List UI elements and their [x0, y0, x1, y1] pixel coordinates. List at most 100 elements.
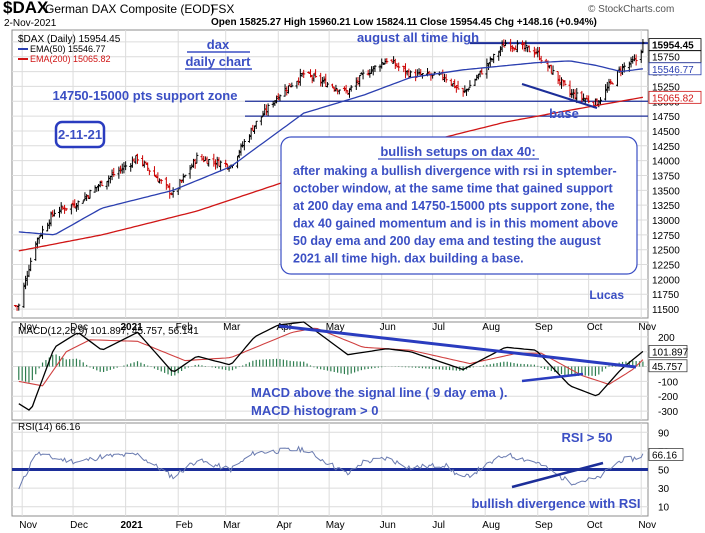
- ticker-date: 2-Nov-2021: [4, 18, 57, 29]
- macd-tick-label: -200: [658, 392, 678, 403]
- price-tick-label: 14500: [652, 127, 680, 138]
- rsi-label: RSI(14) 66.16: [18, 422, 81, 433]
- price-tick-label: 12750: [652, 231, 680, 242]
- macd-trendline: [278, 324, 637, 369]
- x-tick-label-top: May: [326, 322, 345, 333]
- rsi-tick-label: 10: [658, 503, 670, 514]
- x-tick-label-top: Dec: [70, 322, 88, 333]
- annotation-dax: dax: [207, 37, 230, 52]
- annotation-bullish-line: 2021 all time high. dax building a base.: [293, 252, 524, 266]
- price-value-label: 15546.77: [652, 65, 694, 76]
- x-tick-label-bottom: Jul: [432, 520, 445, 531]
- annotation-bullish-line: at 200 day ema and 14750-15000 pts suppo…: [293, 199, 615, 213]
- macd-value-box: [648, 359, 688, 373]
- macd-tick-label: -300: [658, 407, 678, 418]
- x-tick-label-bottom: Oct: [587, 520, 603, 531]
- annotation-bullish-line: after making a bullish divergence with r…: [293, 164, 617, 178]
- annotation-macd-note2: MACD histogram > 0: [251, 403, 379, 418]
- price-value-label: 15750: [652, 53, 680, 64]
- macd-pane: [11, 321, 649, 421]
- ticker-name: German DAX Composite (EOD): [45, 2, 215, 16]
- macd-label: MACD(12,26,9) 101.897, 45.757, 56.141: [18, 326, 199, 337]
- x-tick-label-bottom: Apr: [276, 520, 292, 531]
- price-tick-label: 11500: [652, 305, 680, 316]
- x-tick-label-top: 2021: [121, 322, 144, 333]
- price-value-label: 15065.82: [652, 93, 694, 104]
- x-tick-label-top: Nov: [638, 322, 656, 333]
- macd-tick-label: 200: [658, 333, 675, 344]
- date-box: [54, 120, 106, 149]
- annotation-bullish-line: 50 day ema and 200 day ema and testing t…: [293, 234, 602, 248]
- x-tick-label-bottom: Nov: [638, 520, 656, 531]
- x-tick-label-bottom: Sep: [535, 520, 553, 531]
- legend-ema50: EMA(50) 15546.77: [30, 44, 106, 54]
- x-tick-label-bottom: Dec: [70, 520, 88, 531]
- price-tick-label: 11750: [652, 290, 680, 301]
- rsi-divergence-line: [511, 461, 604, 489]
- x-tick-label-top: Feb: [176, 322, 194, 333]
- macd-line: [18, 321, 644, 411]
- x-tick-label-top: Jun: [380, 322, 396, 333]
- annotation-base: base: [549, 106, 579, 121]
- price-tick-label: 14750: [652, 112, 680, 123]
- bullish-textbox: [280, 136, 638, 275]
- legend-ema200: EMA(200) 15065.82: [30, 54, 111, 64]
- price-tick-label: 12500: [652, 246, 680, 257]
- stockcharts-watermark: © StockCharts.com: [588, 4, 675, 15]
- price-value-box: [648, 62, 702, 76]
- price-tick-label: 13500: [652, 186, 680, 197]
- annotation-author: Lucas: [589, 288, 624, 302]
- rsi-tick-label: 50: [658, 466, 670, 477]
- rsi-line: [18, 445, 644, 490]
- ema50-line: [18, 60, 643, 236]
- annotation-macd-note1: MACD above the signal line ( 9 day ema )…: [251, 385, 507, 400]
- base-line: [521, 83, 598, 109]
- legend-price: $DAX (Daily) 15954.45: [18, 34, 121, 45]
- macd-support-line: [521, 372, 584, 383]
- annotation-rsi-note: RSI > 50: [562, 430, 613, 445]
- x-tick-label-bottom: Aug: [482, 520, 500, 531]
- x-tick-label-bottom: Jun: [380, 520, 396, 531]
- ohlc-readout: Open 15825.27 High 15960.21 Low 15824.11…: [211, 17, 597, 28]
- annotation-bullish-line: october window, at the same time that ga…: [293, 182, 614, 196]
- annotation-ath: august all time high: [357, 30, 479, 45]
- x-tick-label-bottom: Nov: [19, 520, 37, 531]
- x-tick-label-top: Aug: [482, 322, 500, 333]
- x-tick-label-top: Mar: [223, 322, 241, 333]
- annotation-date: 2-11-21: [58, 127, 102, 142]
- price-value-label: 15954.45: [652, 41, 694, 52]
- macd-tick-label: -100: [658, 377, 678, 388]
- price-tick-label: 13750: [652, 171, 680, 182]
- price-tick-label: 13250: [652, 201, 680, 212]
- price-tick-label: 14250: [652, 142, 680, 153]
- x-tick-label-top: Sep: [535, 322, 553, 333]
- x-tick-label-bottom: Mar: [223, 520, 241, 531]
- macd-value-box: [648, 345, 688, 358]
- x-tick-label-top: Jul: [432, 322, 445, 333]
- rsi-value-box: [648, 448, 684, 461]
- price-tick-label: 12250: [652, 261, 680, 272]
- x-tick-label-bottom: 2021: [121, 520, 144, 531]
- rsi-value-label: 66.16: [652, 450, 677, 461]
- price-value-box: [648, 90, 702, 104]
- x-tick-label-bottom: Feb: [176, 520, 194, 531]
- price-tick-label: 14000: [652, 157, 680, 168]
- rsi-tick-label: 90: [658, 428, 670, 439]
- price-tick-label: 12000: [652, 275, 680, 286]
- x-tick-label-bottom: May: [326, 520, 345, 531]
- annotation-bullish-line: dax 40 gained momentum and is in this mo…: [293, 217, 618, 231]
- annotation-rsi-divergence: bullish divergence with RSI: [471, 496, 640, 511]
- x-tick-label-top: Nov: [19, 322, 37, 333]
- annotation-bullish-title: bullish setups on dax 40:: [380, 144, 535, 159]
- annotation-daily-chart: daily chart: [185, 54, 251, 69]
- rsi-tick-label: 30: [658, 484, 670, 495]
- price-tick-label: 15250: [652, 82, 680, 93]
- annotation-support-zone: 14750-15000 pts support zone: [53, 88, 238, 103]
- ticker-exchange: FSX: [211, 2, 235, 16]
- x-tick-label-top: Oct: [587, 322, 603, 333]
- macd-value-label: 101.897: [652, 347, 689, 358]
- macd-value-label: 45.757: [652, 362, 683, 373]
- price-tick-label: 13000: [652, 216, 680, 227]
- ticker-symbol: $DAX: [3, 0, 49, 17]
